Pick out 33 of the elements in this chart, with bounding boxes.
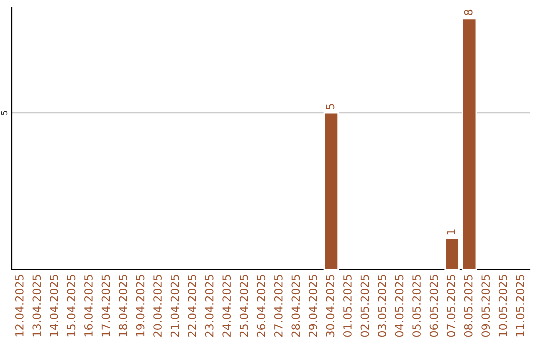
- x-tick-label: 17.04.2025: [102, 275, 110, 337]
- x-tick-label: 24.04.2025: [222, 275, 232, 337]
- x-tick-label: 30.04.2025: [326, 275, 335, 337]
- x-tick-label: 14.04.2025: [50, 275, 58, 337]
- x-tick-label: 01.05.2025: [344, 275, 352, 338]
- x-tick-label: 29.04.2025: [308, 275, 318, 337]
- x-tick-label: 03.05.2025: [378, 275, 386, 338]
- x-tick-label: 20.04.2025: [154, 275, 162, 337]
- x-tick-label: 25.04.2025: [240, 275, 248, 337]
- x-tick-label: 07.05.2025: [447, 275, 456, 338]
- x-tick-label: 04.05.2025: [395, 275, 404, 338]
- x-tick-label: 10.05.2025: [498, 275, 508, 337]
- x-tick-label: 09.05.2025: [482, 275, 490, 338]
- x-tick-label: 16.04.2025: [84, 275, 93, 337]
- x-tick-label: 23.04.2025: [205, 275, 214, 337]
- x-tick-label: 11.05.2025: [516, 275, 525, 337]
- x-tick-label: 05.05.2025: [412, 275, 421, 338]
- data-label: 8: [464, 10, 473, 16]
- x-tick-label: 15.04.2025: [67, 275, 76, 337]
- x-tick-label: 08.05.2025: [464, 275, 473, 338]
- x-tick-label: 18.04.2025: [119, 275, 128, 337]
- data-label: 5: [326, 104, 335, 110]
- x-tick-label: 28.04.2025: [292, 275, 300, 337]
- x-tick-label: 22.04.2025: [188, 275, 197, 337]
- x-tick-label: 26.04.2025: [257, 275, 266, 337]
- x-tick-label: 19.04.2025: [136, 275, 145, 337]
- x-tick-label: 21.04.2025: [170, 275, 180, 337]
- x-tick-label: 13.04.2025: [32, 275, 42, 337]
- x-tick-label: 12.04.2025: [15, 275, 24, 337]
- x-tick-label: 27.04.2025: [274, 275, 283, 337]
- x-tick-label: 02.05.2025: [360, 275, 370, 338]
- x-tick-label: 06.05.2025: [430, 275, 438, 338]
- data-label: 1: [447, 230, 456, 235]
